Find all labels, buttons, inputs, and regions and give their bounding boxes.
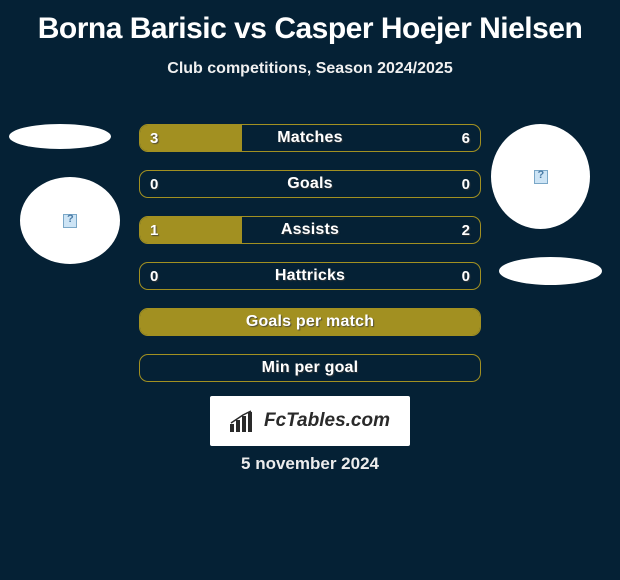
avatar-left_top [9,124,111,149]
stat-row: 00Hattricks [139,262,481,290]
bars-icon [230,410,258,432]
footer-date: 5 november 2024 [0,454,620,474]
comparison-chart: 36Matches 00Goals 12Assists 00Hattricks Goal… [139,124,481,400]
stat-label: Matches [140,125,480,151]
stat-row: 00Goals [139,170,481,198]
avatar-right_bottom [499,257,602,285]
placeholder-icon [63,214,77,228]
stat-label: Goals [140,171,480,197]
subtitle: Club competitions, Season 2024/2025 [0,60,620,78]
stat-row: Goals per match [139,308,481,336]
stat-label: Hattricks [140,263,480,289]
stat-row: Min per goal [139,354,481,382]
stat-label: Goals per match [140,309,480,335]
brand-text: FcTables.com [264,410,390,432]
stat-label: Min per goal [140,355,480,381]
page-title: Borna Barisic vs Casper Hoejer Nielsen [0,0,620,46]
avatar-left_main [20,177,120,264]
placeholder-icon [534,170,548,184]
brand-logo: FcTables.com [210,396,410,446]
stat-row: 36Matches [139,124,481,152]
stat-label: Assists [140,217,480,243]
stat-row: 12Assists [139,216,481,244]
avatar-right_main [491,124,590,229]
